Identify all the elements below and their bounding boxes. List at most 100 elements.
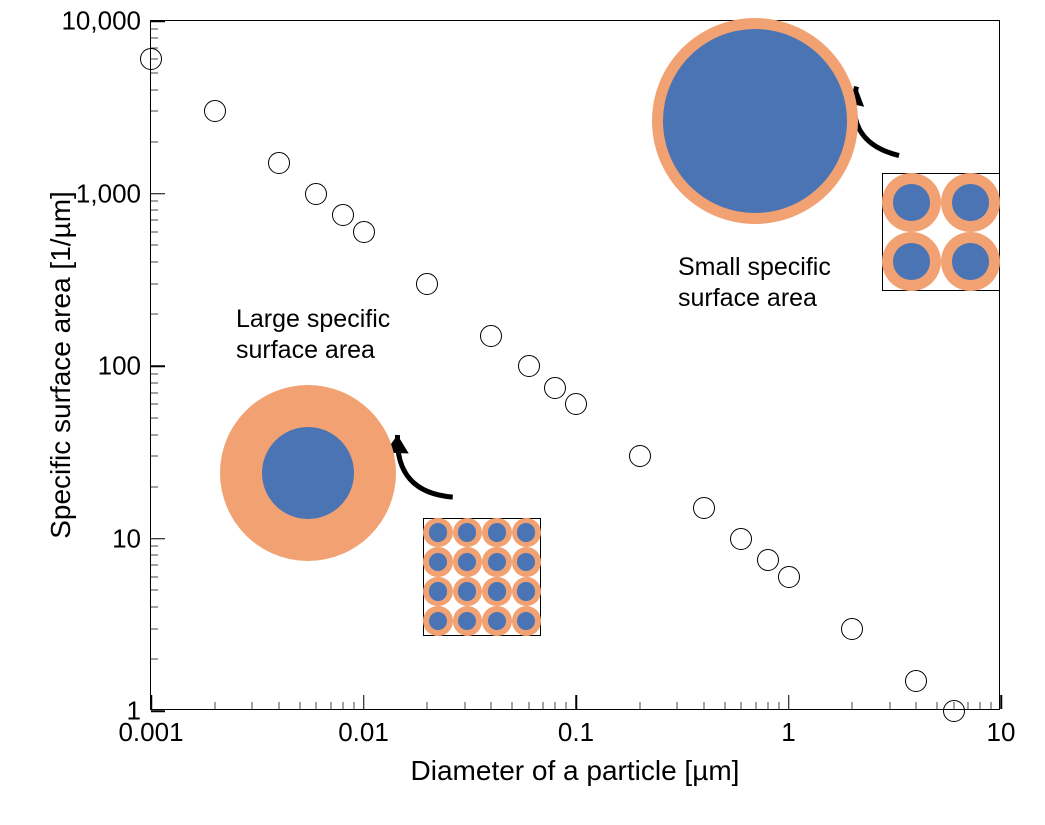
x-tick-label: 10 (987, 717, 1016, 748)
large-ssa-grid-particle-inner (429, 612, 447, 630)
data-point (305, 183, 327, 205)
y-tick-major (151, 20, 165, 22)
data-point (693, 497, 715, 519)
x-tick-minor (427, 702, 428, 709)
y-tick-label: 1 (127, 696, 141, 727)
y-tick-label: 1,000 (76, 178, 141, 209)
data-point (544, 377, 566, 399)
data-point (778, 566, 800, 588)
data-point (757, 549, 779, 571)
y-tick-major (151, 365, 165, 367)
x-tick-minor (512, 702, 513, 709)
y-tick-minor (151, 434, 158, 435)
x-tick-minor (316, 702, 317, 709)
x-tick-minor (703, 702, 704, 709)
data-point (140, 48, 162, 70)
x-tick-minor (353, 702, 354, 709)
data-point (730, 528, 752, 550)
small-ssa-label-line1: Small specific (678, 252, 831, 283)
large-ssa-grid-particle-inner (517, 582, 535, 600)
small-ssa-label: Small specificsurface area (678, 252, 831, 315)
y-tick-minor (151, 283, 158, 284)
x-tick-minor (889, 702, 890, 709)
x-tick-minor (778, 702, 779, 709)
y-tick-minor (151, 28, 158, 29)
x-tick-label: 0.1 (558, 717, 594, 748)
x-tick-minor (767, 702, 768, 709)
data-point (480, 325, 502, 347)
y-tick-minor (151, 565, 158, 566)
x-tick-major (363, 695, 365, 709)
y-tick-minor (151, 382, 158, 383)
y-tick-minor (151, 404, 158, 405)
x-tick-minor (937, 702, 938, 709)
x-tick-label: 1 (781, 717, 795, 748)
y-tick-minor (151, 72, 158, 73)
x-tick-minor (491, 702, 492, 709)
small-ssa-grid-particle-inner (893, 184, 930, 221)
x-tick-minor (852, 702, 853, 709)
data-point (204, 100, 226, 122)
y-tick-minor (151, 555, 158, 556)
large-ssa-grid-particle-inner (488, 582, 506, 600)
y-tick-minor (151, 262, 158, 263)
y-tick-label: 100 (98, 351, 141, 382)
large-ssa-label-line2: surface area (236, 335, 390, 366)
y-axis-label: Specific surface area [1/µm] (45, 191, 77, 539)
y-tick-minor (151, 89, 158, 90)
large-ssa-particle-inner (262, 427, 354, 519)
x-tick-minor (299, 702, 300, 709)
x-tick-minor (639, 702, 640, 709)
small-ssa-grid-particle-inner (952, 243, 989, 280)
y-tick-major (151, 193, 165, 195)
y-tick-minor (151, 628, 158, 629)
large-ssa-grid-particle-inner (429, 553, 447, 571)
x-tick-label: 0.01 (338, 717, 389, 748)
large-ssa-grid-particle-inner (517, 523, 535, 541)
y-tick-minor (151, 659, 158, 660)
large-ssa-grid-particle-inner (488, 553, 506, 571)
y-tick-minor (151, 486, 158, 487)
y-tick-label: 10 (112, 523, 141, 554)
y-tick-label: 10,000 (61, 6, 141, 37)
data-point (943, 700, 965, 722)
x-tick-minor (566, 702, 567, 709)
x-tick-minor (330, 702, 331, 709)
x-tick-minor (528, 702, 529, 709)
small-ssa-arrow-path (854, 87, 899, 156)
x-tick-minor (252, 702, 253, 709)
y-tick-minor (151, 590, 158, 591)
y-tick-minor (151, 37, 158, 38)
x-tick-minor (278, 702, 279, 709)
large-ssa-grid-particle-inner (488, 523, 506, 541)
x-tick-minor (677, 702, 678, 709)
x-tick-minor (980, 702, 981, 709)
y-tick-minor (151, 314, 158, 315)
y-tick-minor (151, 546, 158, 547)
x-tick-minor (464, 702, 465, 709)
small-ssa-grid-particle-inner (952, 184, 989, 221)
y-tick-minor (151, 392, 158, 393)
x-tick-minor (741, 702, 742, 709)
x-tick-minor (555, 702, 556, 709)
data-point (518, 355, 540, 377)
x-tick-minor (755, 702, 756, 709)
data-point (416, 273, 438, 295)
small-ssa-particle-inner (663, 29, 847, 213)
x-tick-major (575, 695, 577, 709)
y-tick-minor (151, 456, 158, 457)
data-point (332, 204, 354, 226)
data-point (353, 221, 375, 243)
y-tick-minor (151, 220, 158, 221)
y-tick-minor (151, 417, 158, 418)
large-ssa-grid-particle-inner (488, 612, 506, 630)
y-tick-minor (151, 210, 158, 211)
small-ssa-label-line2: surface area (678, 283, 831, 314)
data-point (268, 152, 290, 174)
y-tick-minor (151, 231, 158, 232)
x-tick-major (150, 695, 152, 709)
y-tick-minor (151, 201, 158, 202)
x-tick-minor (342, 702, 343, 709)
y-tick-minor (151, 111, 158, 112)
plot-area: Diameter of a particle [µm] Specific sur… (150, 20, 1000, 710)
